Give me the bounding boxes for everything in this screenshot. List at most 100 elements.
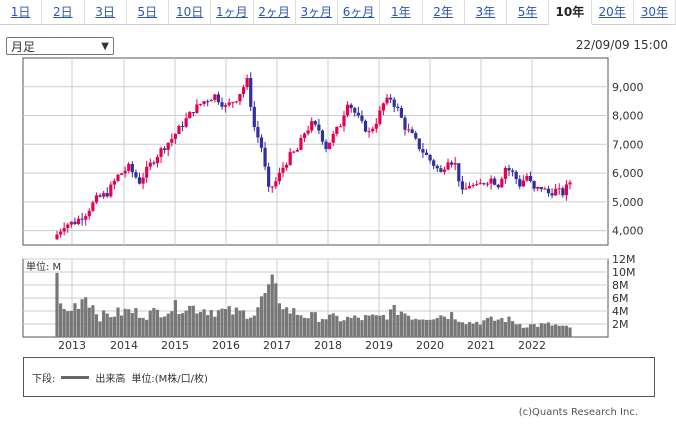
volume-bar	[238, 310, 242, 337]
volume-bar	[335, 315, 339, 337]
tab-3[interactable]: 5日	[126, 0, 169, 25]
volume-bar	[58, 303, 63, 337]
volume-bar	[69, 310, 73, 337]
volume-bar	[109, 317, 113, 337]
volume-bar	[267, 284, 271, 337]
candle-body	[112, 180, 116, 185]
x-tick-label: 2015	[161, 339, 189, 350]
candle-body	[446, 162, 450, 170]
volume-bar	[105, 313, 109, 337]
volume-bar	[363, 315, 368, 337]
candle-body	[367, 131, 371, 133]
tab-14[interactable]: 20年	[591, 0, 634, 25]
candle-body	[353, 108, 357, 113]
candle-body	[198, 104, 203, 106]
tab-7[interactable]: 3ヶ月	[295, 0, 338, 25]
candle-body	[299, 137, 303, 150]
candle-body	[302, 133, 307, 138]
candle-body	[252, 106, 256, 128]
volume-bar	[485, 317, 490, 337]
tab-13[interactable]: 10年	[549, 0, 592, 25]
tab-9[interactable]: 1年	[380, 0, 423, 25]
candle-body	[284, 164, 289, 168]
tab-6[interactable]: 2ヶ月	[253, 0, 296, 25]
candle-body	[421, 149, 425, 153]
volume-bar	[453, 319, 457, 337]
volume-bar	[478, 324, 482, 337]
volume-bar	[80, 299, 84, 337]
tab-0[interactable]: 1日	[0, 0, 43, 25]
volume-bar	[467, 322, 472, 337]
price-tick-label: 7,000	[612, 138, 644, 151]
volume-bar	[284, 307, 289, 337]
candle-body	[288, 152, 292, 165]
volume-bar	[482, 320, 486, 337]
volume-bar	[231, 314, 235, 337]
tab-4[interactable]: 10日	[169, 0, 212, 25]
volume-bar	[417, 319, 421, 337]
volume-bar	[299, 315, 303, 337]
candle-body	[536, 186, 540, 189]
volume-bar	[166, 313, 170, 337]
period-select[interactable]: 月足 ▼	[6, 37, 114, 55]
volume-bar	[460, 322, 464, 337]
volume-bar	[381, 314, 386, 337]
candle-body	[345, 104, 350, 116]
volume-bar	[496, 319, 500, 337]
x-tick-label: 2020	[416, 339, 444, 350]
tab-12[interactable]: 5年	[507, 0, 550, 25]
copyright: (c)Quants Research Inc.	[518, 407, 638, 418]
volume-bar	[550, 325, 554, 337]
candle-body	[263, 147, 267, 167]
candle-body	[331, 133, 335, 143]
candle-body	[546, 188, 551, 194]
period-select-value: 月足	[11, 40, 36, 54]
legend-row: 下段: 出来高 単位:(M株/口/枚)	[32, 370, 208, 385]
tab-5[interactable]: 1ヶ月	[211, 0, 254, 25]
volume-bar	[446, 319, 450, 337]
candle-body	[371, 128, 375, 132]
volume-bar	[163, 316, 167, 337]
candle-body	[320, 130, 325, 142]
candle-body	[342, 115, 346, 127]
candle-body	[310, 121, 314, 131]
volume-bar	[374, 315, 378, 337]
candle-body	[231, 102, 235, 104]
volume-bar	[410, 319, 414, 337]
tab-2[interactable]: 3日	[84, 0, 127, 25]
volume-bar	[130, 312, 134, 337]
volume-bar	[525, 327, 529, 337]
tab-11[interactable]: 3年	[464, 0, 507, 25]
volume-bar	[202, 309, 206, 337]
tab-10[interactable]: 2年	[422, 0, 465, 25]
candle-body	[482, 183, 486, 185]
candle-body	[238, 93, 242, 102]
period-tabs: 1日 2日 3日 5日 10日 1ヶ月 2ヶ月 3ヶ月 6ヶ月 1年 2年 3年 5年 10年 20年 30年	[0, 0, 676, 26]
volume-bar	[173, 300, 177, 337]
volume-bar	[87, 307, 91, 337]
tab-15[interactable]: 30年	[633, 0, 676, 25]
volume-bar	[317, 321, 321, 337]
volume-bar	[435, 317, 439, 337]
volume-bar	[206, 315, 210, 337]
candle-body	[521, 180, 525, 187]
volume-bar	[399, 311, 403, 337]
tab-1[interactable]: 2日	[42, 0, 85, 25]
volume-bar	[213, 316, 217, 337]
volume-bar	[155, 309, 160, 337]
candle-body	[360, 115, 364, 121]
candle-body	[134, 172, 138, 178]
candle-body	[177, 126, 181, 134]
candle-body	[313, 121, 317, 125]
volume-bar	[442, 316, 447, 337]
tab-8[interactable]: 6ヶ月	[338, 0, 381, 25]
candle-body	[385, 97, 389, 104]
chevron-down-icon: ▼	[101, 41, 109, 52]
volume-bar	[568, 327, 572, 337]
volume-bar	[134, 308, 138, 337]
volume-bar	[127, 309, 131, 337]
volume-bar	[511, 321, 515, 337]
candle-body	[73, 221, 77, 224]
volume-bar	[543, 323, 547, 337]
price-plot-frame	[22, 57, 609, 246]
